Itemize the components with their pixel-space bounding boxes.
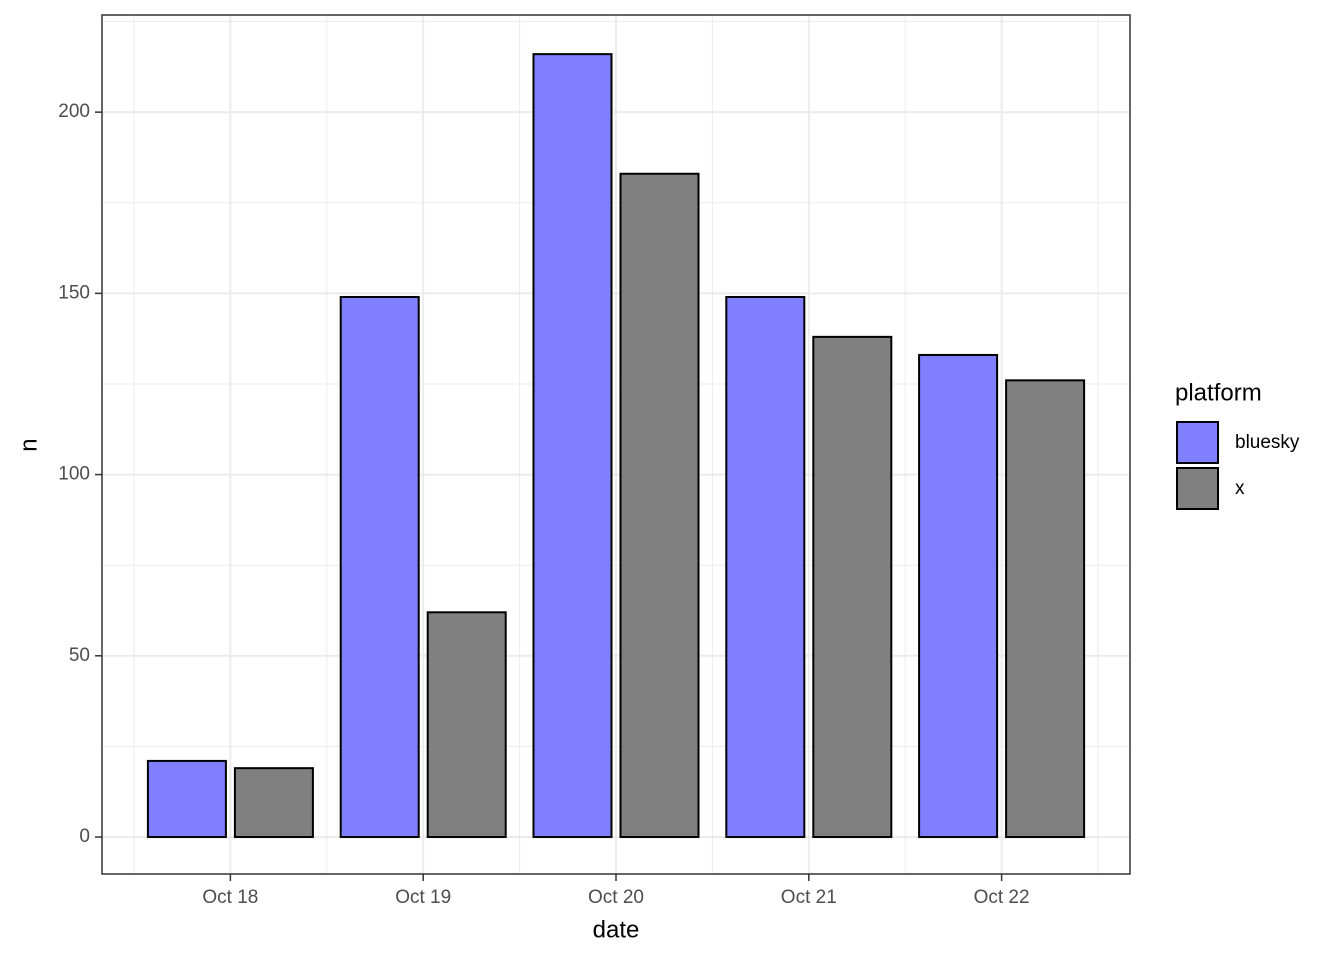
- bar: [146, 759, 227, 839]
- panel-border: [101, 14, 1131, 875]
- bar: [339, 295, 420, 839]
- bar: [532, 53, 613, 839]
- legend-key: [1176, 421, 1219, 464]
- y-tick-label: 100: [58, 464, 90, 485]
- bar: [812, 335, 893, 839]
- legend-key: [1176, 467, 1219, 510]
- legend-label: bluesky: [1235, 432, 1300, 453]
- y-tick-label: 50: [69, 645, 90, 666]
- legend-title: platform: [1175, 379, 1262, 406]
- x-axis-title: date: [593, 916, 640, 943]
- x-tick-label: Oct 21: [781, 887, 837, 908]
- x-tick-label: Oct 22: [974, 887, 1030, 908]
- y-axis-title: n: [15, 438, 42, 451]
- bar: [619, 172, 700, 839]
- y-tick-label: 0: [79, 826, 90, 847]
- legend-label: x: [1235, 478, 1245, 499]
- bar: [1005, 379, 1086, 839]
- bar: [426, 611, 507, 839]
- bar: [725, 295, 806, 839]
- x-tick-label: Oct 20: [588, 887, 644, 908]
- bar: [918, 353, 999, 839]
- x-tick-label: Oct 18: [202, 887, 258, 908]
- y-tick-label: 150: [58, 282, 90, 303]
- bar: [233, 767, 314, 839]
- y-tick-label: 200: [58, 101, 90, 122]
- x-tick-label: Oct 19: [395, 887, 451, 908]
